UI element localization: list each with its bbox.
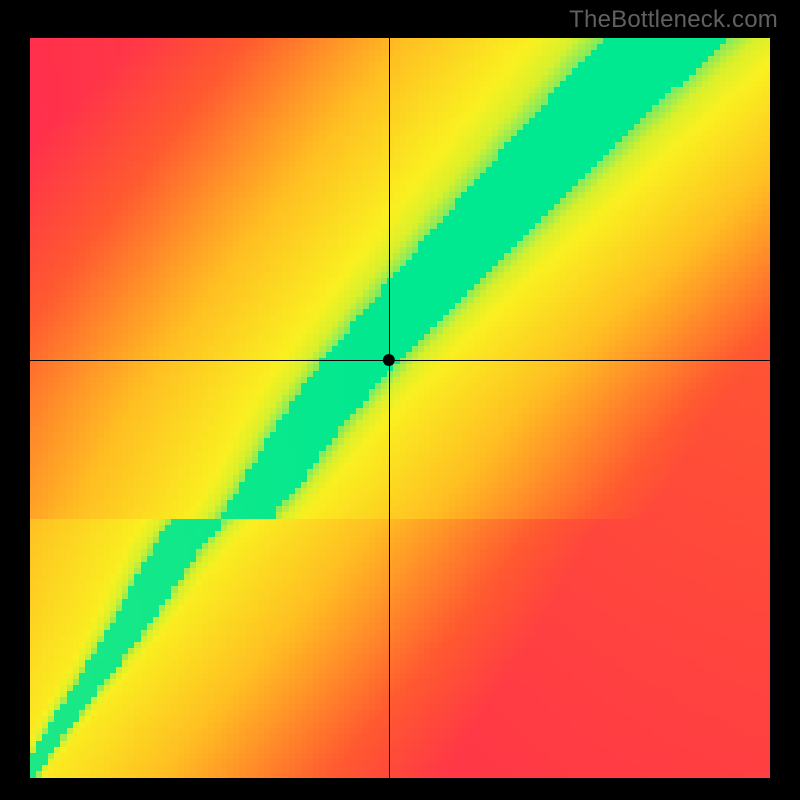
bottleneck-heatmap: [30, 38, 770, 778]
watermark-text: TheBottleneck.com: [569, 6, 778, 34]
heatmap-canvas: [30, 38, 770, 778]
